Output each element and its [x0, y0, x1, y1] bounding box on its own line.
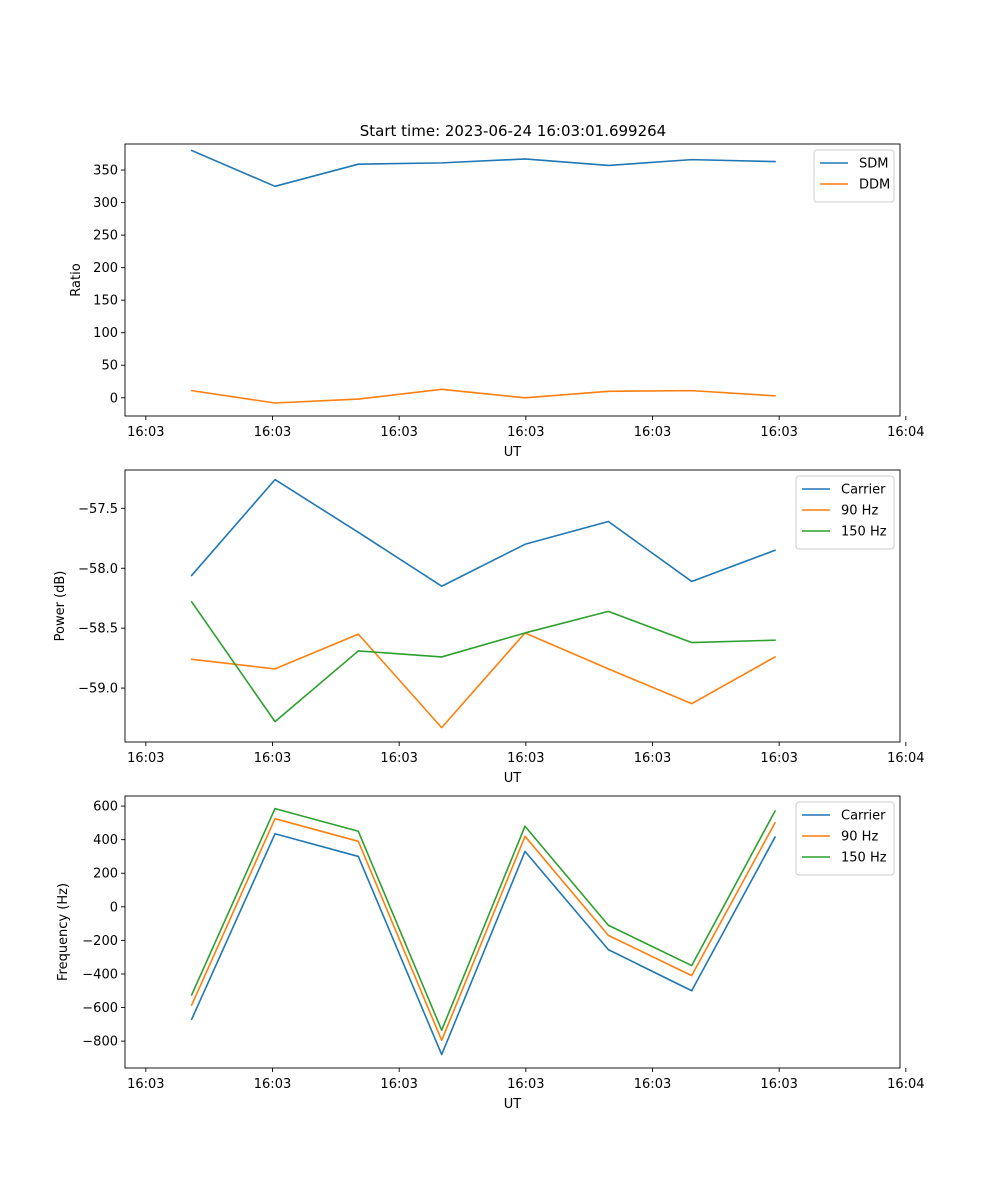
- chart-ratio: 16:03 16:03 16:03 16:03 16:03 16:03 16:04 0 50 10…: [69, 143, 925, 460]
- y-tick-label: 250: [93, 229, 118, 244]
- x-tick-label: 16:03: [634, 1077, 671, 1092]
- y-tick-label: −57.5: [78, 502, 118, 517]
- x-tick-label: 16:03: [634, 425, 671, 440]
- y-tick-label: 300: [93, 196, 118, 211]
- y-tick-label: −800: [82, 1035, 118, 1050]
- x-tick-label: 16:04: [887, 425, 924, 440]
- frequency-series-line-carrier: [190, 832, 777, 1056]
- y-tick-label: 0: [110, 391, 118, 406]
- legend-label: 150 Hz: [841, 851, 887, 866]
- frequency-x-axis-label: UT: [504, 1097, 522, 1112]
- y-tick-label: −400: [82, 967, 118, 982]
- x-tick-label: 16:03: [380, 1077, 417, 1092]
- figure-title: Start time: 2023-06-24 16:03:01.699264: [360, 122, 666, 140]
- frequency-legend: Carrier 90 Hz 150 Hz: [795, 801, 895, 876]
- frequency-axes-frame: [124, 795, 901, 1069]
- power-x-axis-label: UT: [504, 771, 522, 786]
- x-tick-label: 16:03: [507, 751, 544, 766]
- legend-label: DDM: [859, 178, 890, 193]
- y-tick-label: −200: [82, 934, 118, 949]
- x-tick-label: 16:03: [507, 1077, 544, 1092]
- y-tick-label: 400: [93, 833, 118, 848]
- ratio-axes-frame: [124, 143, 901, 417]
- y-tick-label: 350: [93, 164, 118, 179]
- y-tick-label: −59.0: [78, 682, 118, 697]
- x-tick-label: 16:04: [887, 751, 924, 766]
- x-tick-label: 16:03: [254, 751, 291, 766]
- ratio-series-line-ddm: [190, 388, 776, 404]
- x-tick-label: 16:03: [127, 1077, 164, 1092]
- power-series-line-90-hz: [190, 632, 777, 729]
- legend-label: 150 Hz: [841, 525, 887, 540]
- frequency-series-line-90-hz: [190, 817, 777, 1042]
- power-legend: Carrier 90 Hz 150 Hz: [795, 475, 895, 550]
- legend-label: SDM: [859, 157, 888, 172]
- y-tick-label: 200: [93, 867, 118, 882]
- legend-label: Carrier: [841, 483, 886, 498]
- ratio-x-axis-label: UT: [504, 445, 522, 460]
- chart-frequency: 16:03 16:03 16:03 16:03 16:03 16:03 16:04 600 40…: [56, 795, 925, 1112]
- x-tick-label: 16:03: [380, 425, 417, 440]
- y-tick-label: 200: [93, 261, 118, 276]
- ratio-y-axis-label: Ratio: [69, 263, 84, 296]
- ratio-series-line-sdm: [190, 149, 776, 188]
- frequency-y-axis-label: Frequency (Hz): [56, 883, 71, 981]
- x-tick-label: 16:04: [887, 1077, 924, 1092]
- x-tick-label: 16:03: [507, 425, 544, 440]
- x-tick-label: 16:03: [634, 751, 671, 766]
- x-tick-label: 16:03: [760, 425, 797, 440]
- legend-label: 90 Hz: [841, 830, 878, 845]
- ratio-legend: SDM DDM: [813, 149, 895, 203]
- x-tick-label: 16:03: [380, 751, 417, 766]
- y-tick-label: −58.0: [78, 562, 118, 577]
- power-series-line-carrier: [190, 478, 777, 588]
- x-tick-label: 16:03: [127, 751, 164, 766]
- y-tick-label: 50: [101, 359, 118, 374]
- power-y-axis-label: Power (dB): [53, 571, 68, 642]
- y-tick-label: 0: [110, 900, 118, 915]
- power-series-line-150-hz: [190, 600, 776, 723]
- x-tick-label: 16:03: [254, 425, 291, 440]
- y-tick-label: −600: [82, 1001, 118, 1016]
- legend-label: 90 Hz: [841, 504, 878, 519]
- y-tick-label: 600: [93, 800, 118, 815]
- x-tick-label: 16:03: [254, 1077, 291, 1092]
- x-tick-label: 16:03: [760, 751, 797, 766]
- power-axes-frame: [124, 469, 901, 743]
- y-tick-label: 150: [93, 294, 118, 309]
- chart-power: 16:03 16:03 16:03 16:03 16:03 16:03 16:04 −57.5…: [53, 469, 925, 786]
- x-tick-label: 16:03: [127, 425, 164, 440]
- y-tick-label: 100: [93, 326, 118, 341]
- x-tick-label: 16:03: [760, 1077, 797, 1092]
- frequency-series-line-150-hz: [190, 807, 777, 1032]
- y-tick-label: −58.5: [78, 622, 118, 637]
- legend-label: Carrier: [841, 809, 886, 824]
